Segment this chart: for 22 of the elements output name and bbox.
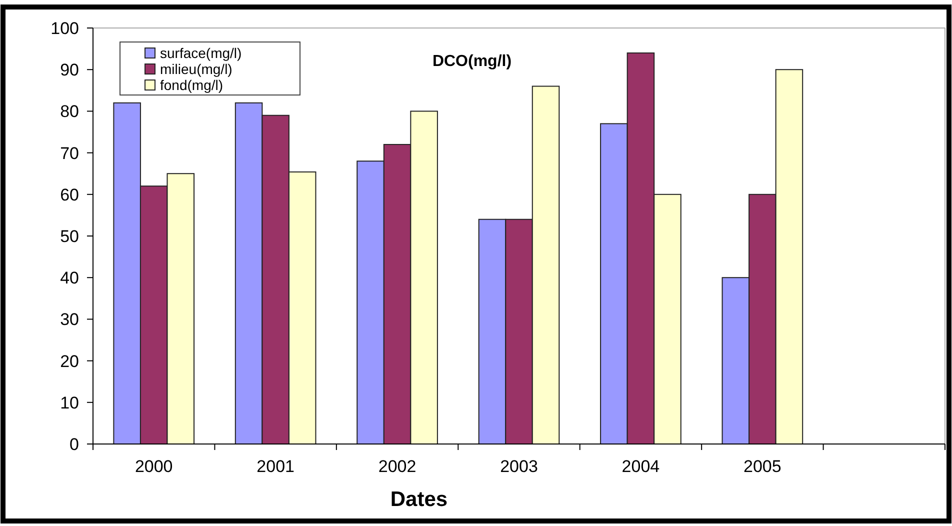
x-tick-label: 2001: [256, 457, 294, 476]
y-tick-label: 50: [60, 226, 79, 246]
x-tick-label: 2000: [134, 457, 173, 476]
legend-label: milieu(mg/l): [160, 60, 232, 77]
legend-label: fond(mg/l): [160, 76, 224, 93]
y-tick-label: 90: [60, 60, 79, 80]
x-tick-label: 2002: [378, 457, 416, 476]
x-tick-label: 2003: [500, 457, 538, 476]
y-tick-label: 70: [60, 144, 79, 163]
text: DCO(mg/l): [432, 53, 512, 70]
y-tick-label: 10: [60, 393, 79, 412]
x-axis-title: Dates: [390, 488, 448, 511]
x-tick-label: 2004: [622, 457, 660, 476]
y-tick-label: 40: [60, 268, 79, 288]
y-tick-label: 0: [70, 434, 79, 454]
x-tick-label: 2005: [744, 457, 782, 476]
y-tick-label: 60: [60, 185, 79, 204]
y-tick-label: 100: [50, 18, 79, 38]
legend-label: surface(mg/l): [160, 44, 242, 61]
y-tick-label: 30: [60, 310, 79, 330]
y-tick-label: 20: [60, 352, 79, 371]
y-tick-label: 80: [60, 102, 79, 122]
